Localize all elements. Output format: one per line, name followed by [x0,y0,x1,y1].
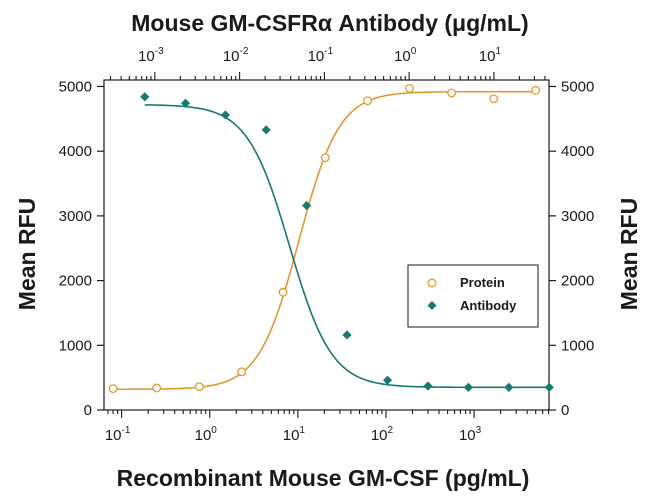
top-tick-base: 10 [223,48,240,65]
legend-box [407,264,539,328]
antibody-point [342,330,352,340]
antibody-point [423,381,433,391]
plot-frame [103,79,550,411]
antibody-point [220,110,231,120]
right-y-tick-label: 5000 [561,78,594,95]
left-y-tick-label: 1000 [59,337,92,354]
protein-point [194,382,204,392]
top-tick-label: 10-2 [223,46,249,65]
left-y-tick-label: 4000 [59,143,92,160]
legend-antibody-marker [427,301,437,310]
top-tick-exponent: -1 [324,46,333,57]
top-axis-title: Mouse GM-CSFRα Antibody (μg/mL) [131,10,528,36]
protein-point [237,367,247,377]
protein-point [278,287,288,297]
legend-protein-label: Protein [460,275,505,290]
top-tick-exponent: 0 [411,46,417,57]
bottom-tick-label: 100 [195,425,218,444]
right-y-tick-label: 1000 [561,337,594,354]
antibody-point [261,125,271,135]
bottom-tick-base: 10 [459,427,476,444]
bottom-axis-title: Recombinant Mouse GM-CSF (pg/mL) [117,465,530,491]
protein-point [405,83,414,93]
right-y-tick-label: 2000 [561,273,594,290]
antibody-point [180,98,191,108]
protein-fit-curve [113,90,536,391]
antibody-point [382,375,393,385]
antibody-point [544,382,554,392]
protein-point [320,153,330,163]
legend-antibody-label: Antibody [460,298,517,313]
antibody-fit-curve [144,104,550,389]
protein-point [447,88,457,98]
protein-point [363,96,372,106]
bottom-tick-label: 101 [283,425,306,444]
left-y-tick-label: 3000 [59,208,92,225]
bottom-tick-exponent: -1 [122,425,131,436]
bottom-tick-base: 10 [283,427,300,444]
legend: Protein Antibody [407,264,539,328]
right-y-tick-label: 0 [561,402,569,419]
right-y-tick-label: 3000 [561,208,594,225]
bottom-tick-base: 10 [105,427,122,444]
protein-point [489,94,499,104]
bottom-tick-exponent: 0 [211,425,217,436]
protein-point [152,383,162,393]
top-tick-exponent: 1 [495,46,501,57]
bottom-tick-base: 10 [371,427,388,444]
top-tick-base: 10 [394,48,411,65]
left-y-tick-label: 0 [84,402,92,419]
left-y-axis-title: Mean RFU [14,198,40,310]
legend-protein-marker [427,278,437,288]
top-tick-exponent: -2 [240,46,249,57]
antibody-point [302,200,312,211]
bottom-tick-base: 10 [195,427,212,444]
bottom-tick-exponent: 2 [388,425,394,436]
top-tick-exponent: -3 [155,46,164,57]
bottom-tick-exponent: 3 [476,425,482,436]
antibody-point [504,382,514,392]
left-y-tick-label: 5000 [59,78,92,95]
top-tick-base: 10 [479,48,496,65]
antibody-point [463,382,473,392]
antibody-point [140,92,150,102]
right-y-axis-title: Mean RFU [616,198,642,310]
data-series [108,83,554,394]
top-tick-label: 10-1 [308,46,334,65]
top-tick-base: 10 [308,48,325,65]
left-y-tick-label: 2000 [59,273,92,290]
bottom-tick-label: 102 [371,425,394,444]
top-tick-label: 100 [394,46,417,65]
right-y-tick-label: 4000 [561,143,594,160]
top-tick-label: 101 [479,46,502,65]
bottom-tick-label: 103 [459,425,482,444]
protein-point [531,85,541,95]
bottom-tick-exponent: 1 [299,425,305,436]
bottom-tick-label: 10-1 [105,425,131,444]
top-tick-base: 10 [138,48,155,65]
plot-area [103,79,550,411]
protein-point [108,384,118,394]
top-tick-label: 10-3 [138,46,164,65]
